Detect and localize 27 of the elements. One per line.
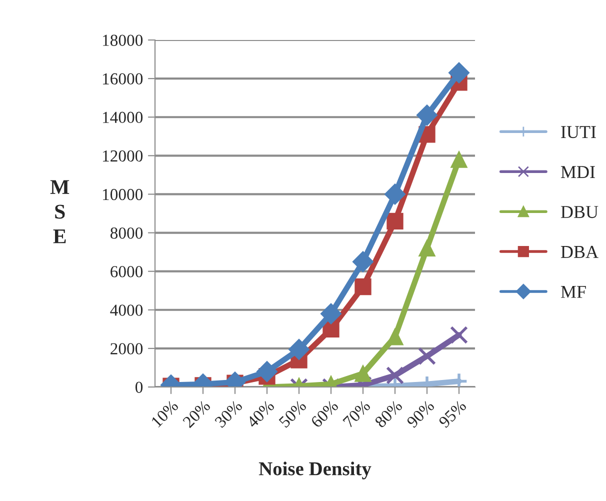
legend-label: IUTI xyxy=(561,126,596,138)
x-tick-label: 20% xyxy=(182,400,211,428)
y-tick-label: 6000 xyxy=(110,266,143,278)
y-tick-label: 16000 xyxy=(102,73,143,84)
x-tick-label: 95% xyxy=(438,400,467,428)
legend-label: MF xyxy=(560,286,586,298)
y-tick-label: 18000 xyxy=(102,34,143,46)
legend-label: MDI xyxy=(560,166,595,178)
y-tick-label: 14000 xyxy=(102,112,143,124)
x-tick-label: 50% xyxy=(278,400,307,428)
x-tick-label: 80% xyxy=(374,400,403,428)
y-tick-label: 2000 xyxy=(110,343,143,354)
x-axis-title: Noise Density xyxy=(258,462,372,480)
x-tick-label: 70% xyxy=(342,400,371,428)
y-tick-label: 4000 xyxy=(110,304,143,316)
y-tick-label: 0 xyxy=(135,382,143,393)
y-tick-label: 12000 xyxy=(102,150,143,162)
x-tick-label: 40% xyxy=(246,400,275,429)
y-tick-label: 10000 xyxy=(102,188,143,200)
x-tick-label: 30% xyxy=(214,400,243,428)
y-tick-label: 8000 xyxy=(110,227,143,239)
y-axis-title: M S E xyxy=(50,180,70,244)
x-tick-label: 90% xyxy=(406,400,435,428)
x-tick-label: 10% xyxy=(150,400,179,428)
legend-label: DBU xyxy=(560,206,598,218)
x-tick-label: 60% xyxy=(310,400,339,428)
legend-label: DBA xyxy=(560,246,598,258)
